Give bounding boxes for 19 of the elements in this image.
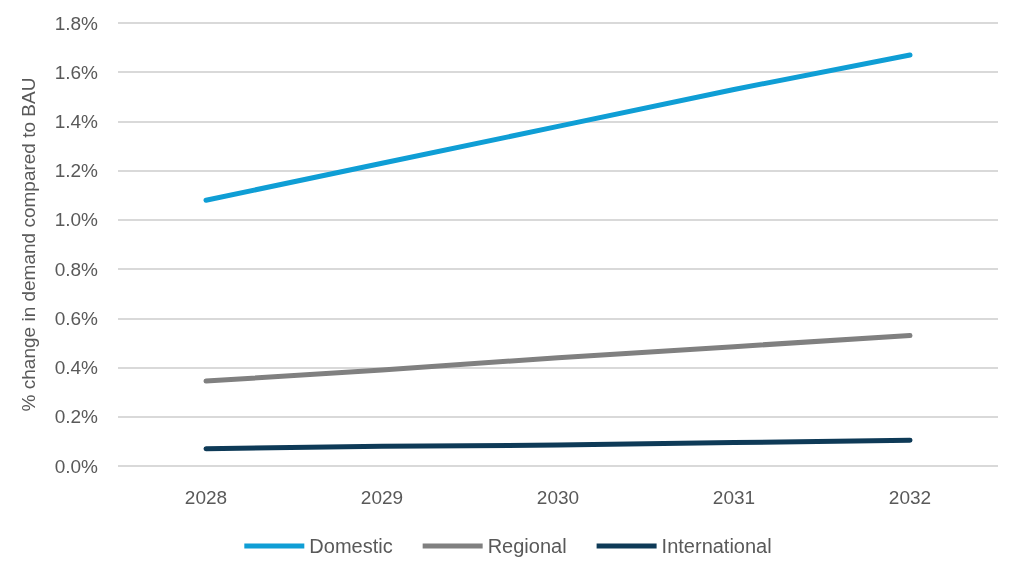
y-tick-label: 1.2% [54,160,99,182]
y-tick-label: 0.4% [54,357,99,379]
y-tick-label: 1.4% [54,110,99,132]
legend-label: Domestic [309,535,393,557]
y-tick-label: 0.6% [54,307,99,329]
y-tick-label: 0.8% [54,258,99,280]
x-tick-label: 2031 [712,487,756,508]
y-tick-label: 0.0% [54,455,99,477]
x-tick-label: 2029 [360,487,404,508]
x-tick-label: 2028 [184,487,228,508]
x-tick-label: 2030 [536,487,580,508]
x-tick-label: 2032 [888,487,932,508]
legend-label: International [661,535,772,557]
y-tick-label: 1.8% [54,12,99,34]
legend-label: Regional [487,535,567,557]
y-tick-label: 1.6% [54,61,99,83]
y-tick-label: 1.0% [54,209,99,231]
y-tick-label: 0.2% [54,406,99,428]
y-axis-title: % change in demand compared to BAU [18,77,39,412]
